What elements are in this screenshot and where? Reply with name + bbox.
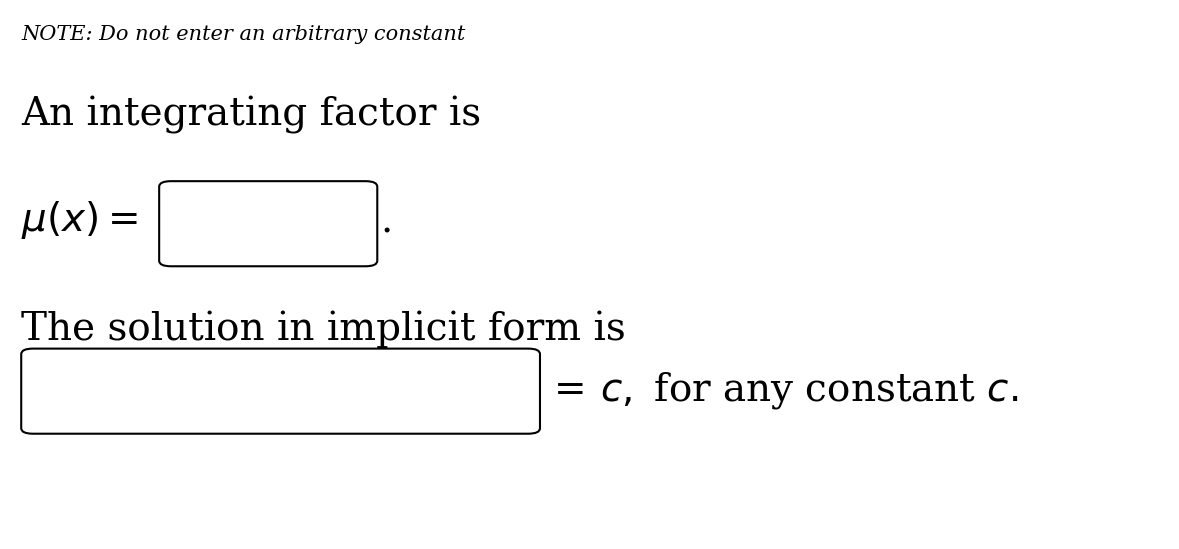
FancyBboxPatch shape	[21, 349, 540, 434]
Text: $=\,c,$ for any constant $c.$: $=\,c,$ for any constant $c.$	[546, 371, 1019, 411]
Text: .: .	[381, 204, 393, 241]
Text: $\mu(x) =$: $\mu(x) =$	[21, 199, 138, 240]
Text: The solution in implicit form is: The solution in implicit form is	[21, 310, 626, 348]
Text: An integrating factor is: An integrating factor is	[21, 96, 481, 134]
Text: NOTE: Do not enter an arbitrary constant: NOTE: Do not enter an arbitrary constant	[21, 25, 466, 44]
FancyBboxPatch shape	[159, 181, 377, 266]
